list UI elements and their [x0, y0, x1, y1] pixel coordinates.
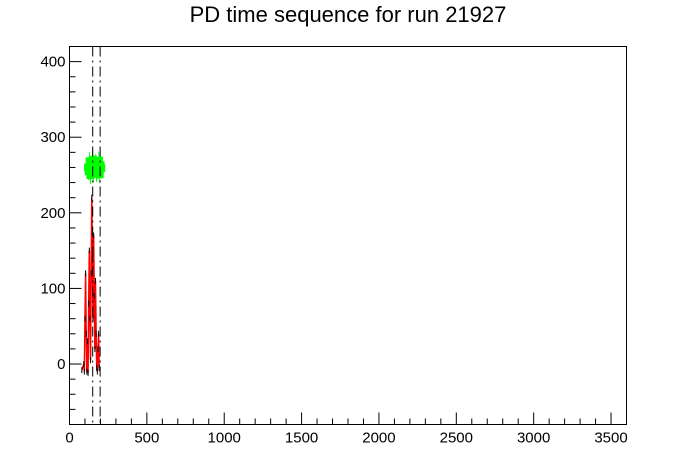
x-tick-label: 3000: [517, 430, 550, 447]
x-tick-label: 1500: [285, 430, 318, 447]
x-tick-label: 1000: [208, 430, 241, 447]
y-tick-label: 200: [40, 205, 65, 222]
plot-area: [81, 46, 106, 425]
chart-title: PD time sequence for run 21927: [190, 2, 507, 27]
series-line-red: [81, 197, 100, 374]
plot-frame: [69, 46, 627, 425]
y-tick-label: 0: [57, 356, 65, 373]
y-tick-label: 400: [40, 54, 65, 71]
y-tick-label: 100: [40, 280, 65, 297]
axes: 0 500 1000 1500 2000 2500 3000 3500 0 100 200 300 40…: [40, 46, 628, 447]
x-tick-label: 2000: [362, 430, 395, 447]
x-tick-label: 500: [134, 430, 159, 447]
y-tick-label: 300: [40, 129, 65, 146]
x-tick-label: 2500: [440, 430, 473, 447]
x-tick-label: 0: [65, 430, 73, 447]
x-tick-label: 3500: [594, 430, 627, 447]
